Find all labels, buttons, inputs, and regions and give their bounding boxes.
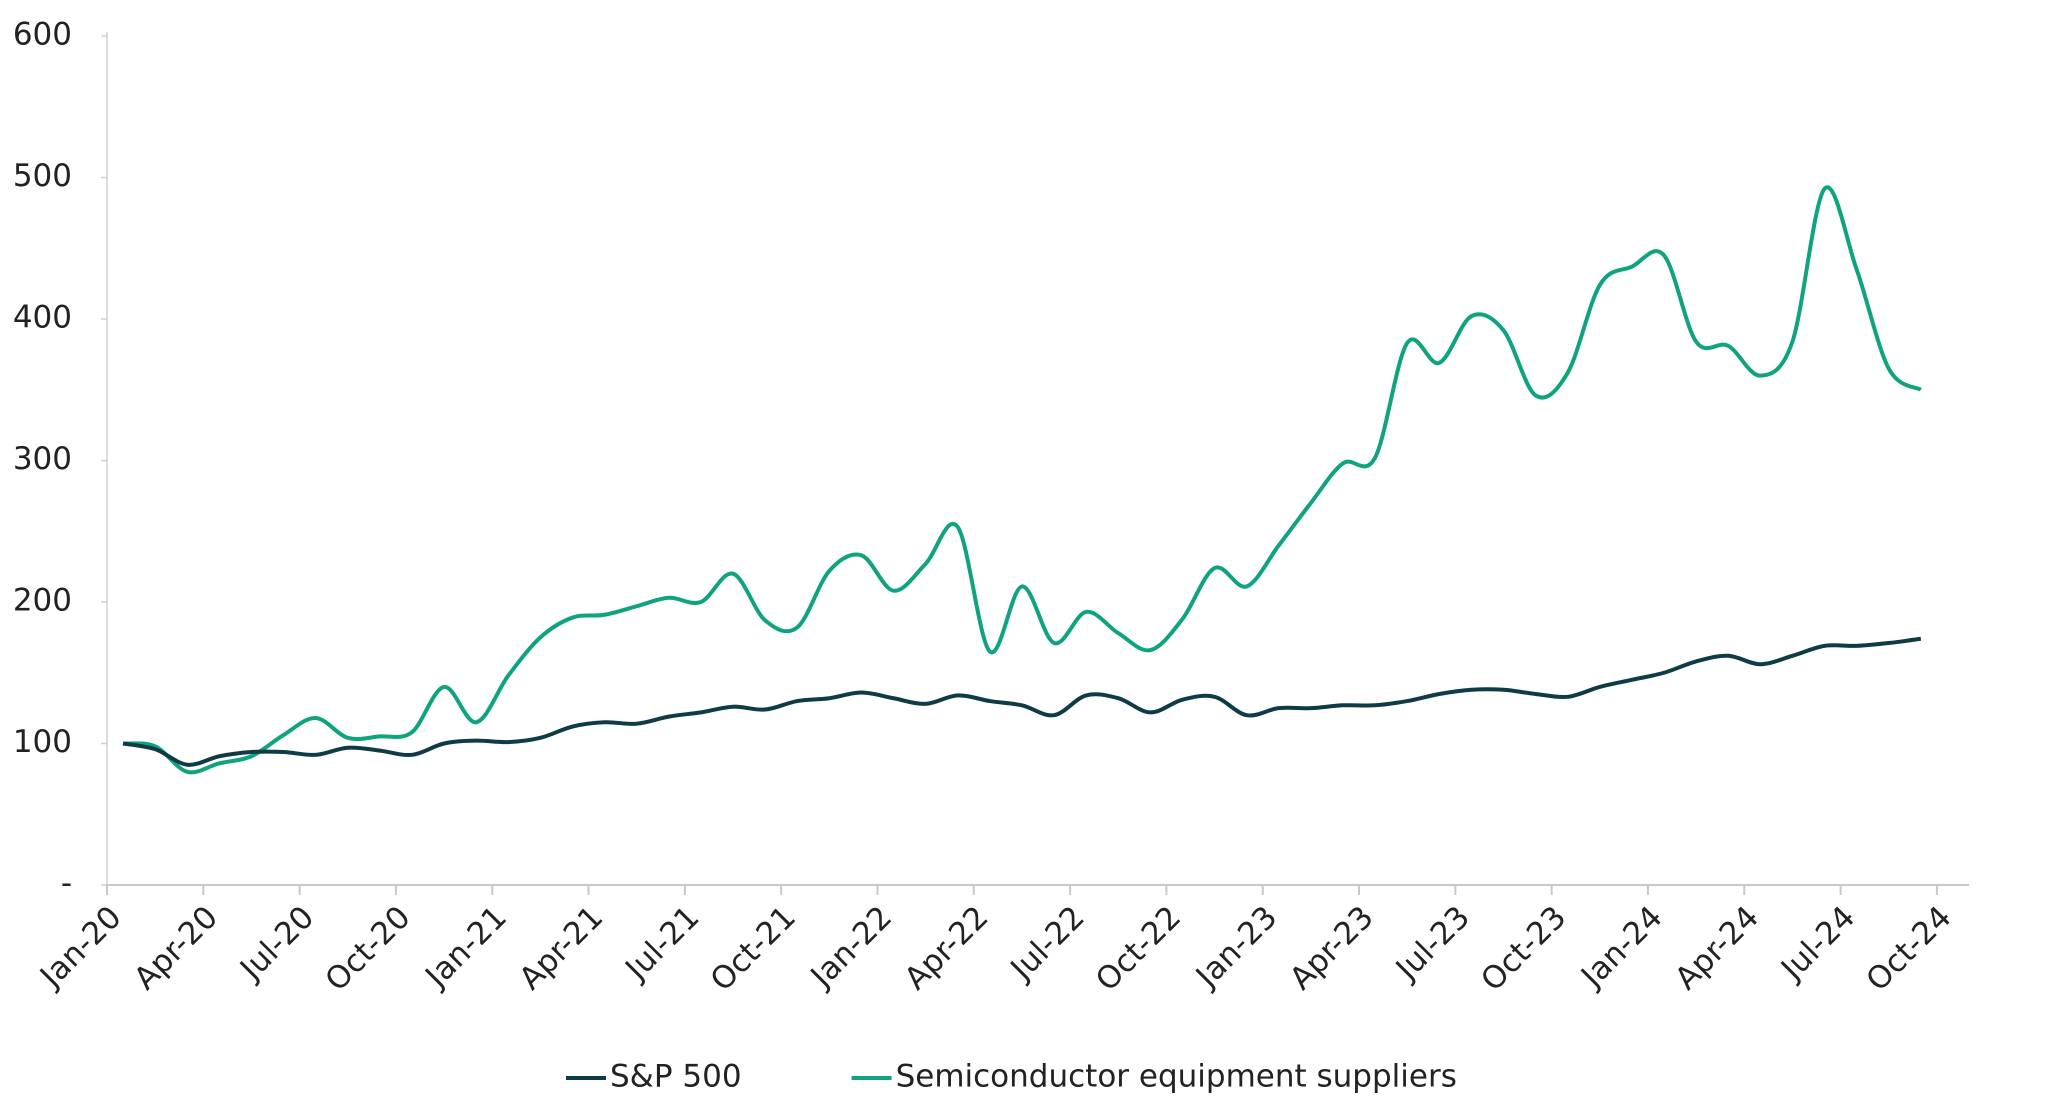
x-tick-label: Apr-23 xyxy=(1283,899,1381,997)
x-tick-label: Jan-21 xyxy=(417,899,513,995)
y-tick-label: 200 xyxy=(13,583,72,619)
y-tick-label: 300 xyxy=(13,441,72,477)
x-tick-label: Oct-22 xyxy=(1089,899,1188,998)
x-tick-label: Jul-21 xyxy=(617,899,706,988)
x-tick-label: Apr-20 xyxy=(127,899,225,997)
x-tick-label: Oct-20 xyxy=(318,899,417,998)
x-tick-label: Jan-24 xyxy=(1573,899,1669,995)
y-tick-label: 600 xyxy=(13,17,72,53)
x-tick-label: Apr-22 xyxy=(898,899,996,997)
legend-label: S&P 500 xyxy=(610,1059,742,1095)
x-tick-label: Jan-23 xyxy=(1188,899,1284,995)
x-tick-label: Jan-22 xyxy=(803,899,899,995)
x-tick-label: Oct-23 xyxy=(1474,899,1573,998)
x-tick-label: Oct-24 xyxy=(1859,899,1958,998)
series-line xyxy=(122,636,1922,767)
series-line xyxy=(122,185,1922,775)
y-tick-label: 500 xyxy=(13,158,72,194)
x-tick-label: Jul-23 xyxy=(1388,899,1477,988)
y-tick-label: 400 xyxy=(13,300,72,336)
y-tick-label: 100 xyxy=(13,724,72,760)
y-tick-label: - xyxy=(61,866,72,902)
x-tick-label: Apr-24 xyxy=(1668,899,1766,997)
x-tick-label: Jul-22 xyxy=(1003,899,1092,988)
x-tick-label: Apr-21 xyxy=(512,899,610,997)
x-tick-label: Jan-20 xyxy=(32,899,128,995)
x-tick-label: Jul-24 xyxy=(1773,899,1862,988)
x-tick-label: Oct-21 xyxy=(704,899,803,998)
x-tick-label: Jul-20 xyxy=(232,899,321,988)
legend-label: Semiconductor equipment suppliers xyxy=(896,1059,1457,1095)
